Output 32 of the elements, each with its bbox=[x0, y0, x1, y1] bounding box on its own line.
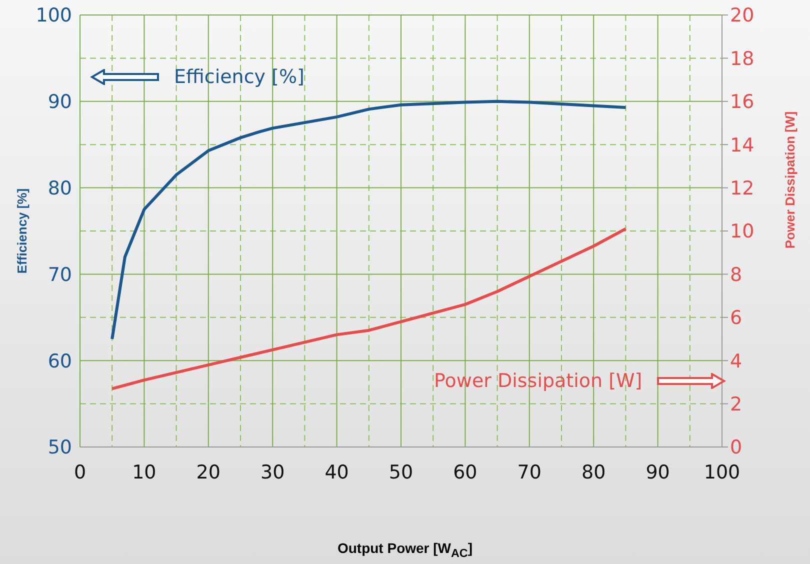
x-tick-label: 80 bbox=[582, 461, 606, 484]
y-tick-label: 90 bbox=[48, 91, 72, 114]
x-tick-label: 50 bbox=[388, 461, 414, 484]
y2-tick-label: 12 bbox=[730, 178, 754, 200]
x-tick-label: 10 bbox=[132, 461, 156, 484]
y2-tick-label: 18 bbox=[730, 48, 754, 70]
y2-tick-label: 10 bbox=[730, 220, 754, 243]
y2-tick-label: 16 bbox=[730, 91, 754, 114]
y2-tick-label: 8 bbox=[730, 264, 742, 286]
y-tick-label: 100 bbox=[36, 4, 72, 27]
x-axis-title: Output Power [W$_{AC}$] bbox=[336, 540, 474, 560]
line-series bbox=[110, 100, 628, 340]
x-tick-label: 60 bbox=[453, 461, 478, 484]
y-axis-title: Efficiency [%] bbox=[14, 188, 30, 274]
y2-tick-label: 6 bbox=[730, 307, 742, 330]
x-tick-label: 20 bbox=[196, 461, 220, 484]
x-tick-label: 70 bbox=[517, 461, 542, 484]
y2-tick-label: 4 bbox=[730, 350, 742, 372]
x-tick-label: 0 bbox=[74, 461, 86, 484]
y-tick-label: 50 bbox=[48, 436, 72, 459]
y2-tick-label: 14 bbox=[730, 134, 754, 156]
x-tick-label: 90 bbox=[646, 461, 670, 484]
x-tick-label: 30 bbox=[260, 461, 285, 484]
y2-axis-title: Power Dissipation [W] bbox=[782, 111, 798, 249]
x-tick-label: 40 bbox=[324, 461, 349, 484]
x-tick-label: 100 bbox=[704, 461, 740, 484]
y2-tick-label: 0 bbox=[730, 436, 742, 459]
y-tick-label: 80 bbox=[48, 178, 72, 200]
y2-tick-label: 2 bbox=[730, 394, 742, 416]
y-tick-label: 70 bbox=[48, 264, 72, 286]
y2-tick-label: 20 bbox=[730, 4, 754, 27]
y-tick-label: 60 bbox=[48, 350, 72, 372]
